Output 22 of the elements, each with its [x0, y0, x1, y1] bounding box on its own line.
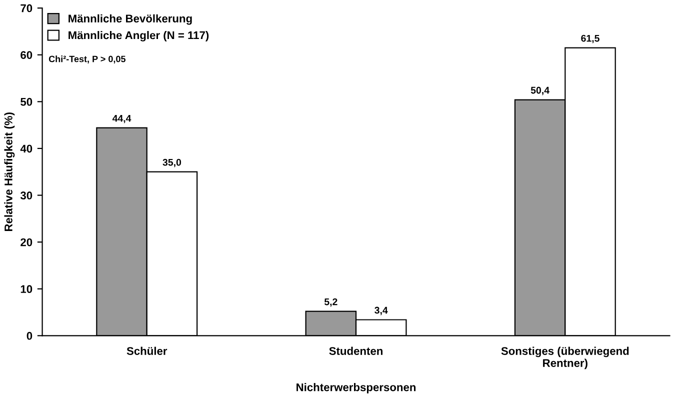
legend-label: Männliche Angler (N = 117)	[68, 31, 209, 42]
data-label: 3,4	[374, 306, 388, 316]
y-tick-label: 20	[20, 238, 32, 246]
x-axis-title: Nichterwerbspersonen	[296, 383, 416, 394]
y-tick-label: 40	[20, 144, 32, 153]
annotation: Chi²-Test, P > 0,05	[48, 56, 126, 64]
data-label: 44,4	[112, 114, 132, 124]
data-label: 5,2	[324, 298, 338, 307]
x-tick-label: Studenten	[329, 346, 382, 355]
y-tick-label: 10	[20, 285, 32, 293]
data-label: 35,0	[162, 158, 182, 168]
y-tick-label: 30	[20, 192, 32, 200]
data-label: 50,4	[530, 86, 550, 96]
y-tick-label: 0	[26, 332, 32, 340]
x-tick-label: Schüler	[126, 346, 168, 355]
x-tick-label: Sonstiges (überwiegend Rentner)	[501, 346, 629, 370]
y-tick-label: 70	[20, 4, 32, 12]
legend-label: Männliche Bevölkerung	[68, 14, 192, 25]
y-axis-title: Relative Häufigkeit (%)	[4, 112, 15, 231]
y-tick-label: 60	[20, 51, 32, 59]
data-label: 61,5	[581, 34, 600, 44]
y-tick-label: 50	[20, 98, 32, 106]
